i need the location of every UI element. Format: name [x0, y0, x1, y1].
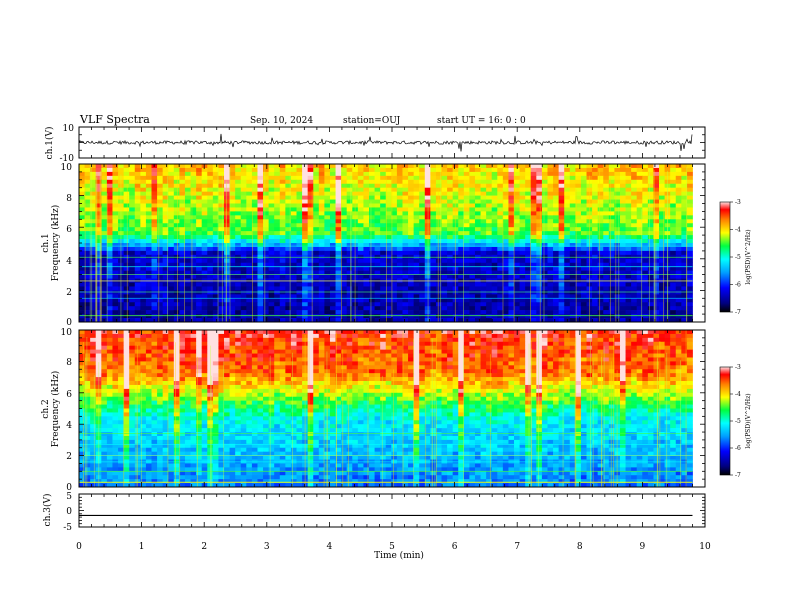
- ch1-freq-tick-2: 2: [66, 288, 72, 298]
- ch3-ytick-mid: 0: [66, 507, 72, 517]
- ch2-freq-tick-0: 0: [66, 483, 72, 493]
- ch2-spectrogram-ylabel-channel: ch.2: [41, 399, 51, 418]
- ch1-spectrogram-panel: 0 2 4 6 8 10 ch.1 Frequency (kHz): [41, 163, 706, 328]
- ch1-waveform-panel: 10 -10 ch.1(V): [44, 124, 706, 164]
- ch3-waveform-panel: 5 0 -5 ch.3(V): [42, 492, 706, 533]
- ch2-freq-tick-6: 6: [66, 390, 72, 400]
- colorbar-tick--3: -3: [735, 364, 741, 371]
- time-tick-label-5: 5: [389, 542, 395, 552]
- ch2-spectrogram-ylabel-frequency: Frequency (kHz): [50, 371, 61, 448]
- colorbar-tick--7: -7: [735, 309, 741, 316]
- ch1-spectrogram-image: [79, 164, 693, 323]
- ch1-freq-tick-0: 0: [66, 318, 72, 328]
- figure-title: VLF Spectra: [79, 113, 150, 126]
- colorbar-ch1-gradient: [719, 201, 731, 313]
- colorbar-ch2-gradient: [719, 366, 731, 476]
- ch2-freq-tick-4: 4: [66, 421, 72, 431]
- colorbar-ch2-label: log(PSD)(V^2/Hz): [745, 393, 752, 448]
- time-tick-label-8: 8: [577, 542, 583, 552]
- ch3-waveform-ylabel: ch.3(V): [42, 494, 53, 527]
- time-tick-label-6: 6: [452, 542, 458, 552]
- ch2-spectrogram-ticks: [78, 329, 706, 488]
- colorbar-tick--5: -5: [735, 254, 741, 261]
- ch1-spectrogram-ylabel-frequency: Frequency (kHz): [50, 205, 61, 282]
- ch1-spectrogram-ylabel-channel: ch.1: [41, 233, 51, 252]
- ch2-freq-tick-10: 10: [61, 328, 73, 338]
- time-tick-label-3: 3: [264, 542, 270, 552]
- colorbar-tick--4: -4: [735, 227, 741, 234]
- ch1-freq-tick-4: 4: [66, 257, 72, 267]
- colorbar-tick--6: -6: [735, 282, 741, 289]
- time-axis-tick-labels: 0 1 2 3 4 5 6 7 8 9 10: [76, 542, 711, 552]
- time-tick-label-9: 9: [640, 542, 646, 552]
- station-label: station=OUJ: [343, 116, 401, 126]
- ch1-waveform-ticks: [78, 126, 706, 159]
- colorbar-tick--4: -4: [735, 391, 741, 398]
- time-tick-label-7: 7: [514, 542, 520, 552]
- time-tick-label-2: 2: [201, 542, 207, 552]
- ch1-freq-tick-8: 8: [66, 194, 72, 204]
- ch1-waveform-ylabel: ch.1(V): [44, 127, 55, 160]
- colorbar-tick--6: -6: [735, 445, 741, 452]
- ch3-waveform-ticks: [78, 493, 706, 528]
- ch1-spectrogram-ticks: [78, 163, 706, 323]
- ch1-freq-tick-10: 10: [61, 163, 73, 173]
- ch3-ytick-top: 5: [66, 492, 72, 502]
- date-label: Sep. 10, 2024: [250, 116, 313, 126]
- ch3-ytick-bottom: -5: [63, 523, 72, 533]
- time-tick-label-10: 10: [699, 542, 711, 552]
- colorbar-ch1: -3 -4 -5 -6 -7 log(PSD)(V^2/Hz): [719, 199, 752, 316]
- ch2-freq-tick-2: 2: [66, 452, 72, 462]
- colorbar-ch2: -3 -4 -5 -6 -7 log(PSD)(V^2/Hz): [719, 364, 752, 479]
- start-time-label: start UT = 16: 0 : 0: [437, 116, 526, 126]
- ch2-spectrogram-panel: 0 2 4 6 8 10 ch.2 Frequency (kHz): [41, 328, 706, 493]
- ch1-ytick-bottom: -10: [60, 154, 75, 164]
- colorbar-tick--3: -3: [735, 199, 741, 206]
- time-tick-label-0: 0: [76, 542, 82, 552]
- time-axis-label: Time (min): [374, 550, 424, 561]
- colorbar-tick--5: -5: [735, 418, 741, 425]
- time-tick-label-4: 4: [327, 542, 333, 552]
- ch1-ytick-top: 10: [63, 124, 75, 134]
- colorbar-ch1-label: log(PSD)(V^2/Hz): [745, 229, 752, 284]
- ch2-freq-tick-8: 8: [66, 358, 72, 368]
- time-tick-label-1: 1: [139, 542, 145, 552]
- ch2-spectrogram-image: [79, 330, 693, 488]
- colorbar-tick--7: -7: [735, 472, 741, 479]
- ch1-waveform-trace: [78, 133, 693, 152]
- ch1-freq-tick-6: 6: [66, 225, 72, 235]
